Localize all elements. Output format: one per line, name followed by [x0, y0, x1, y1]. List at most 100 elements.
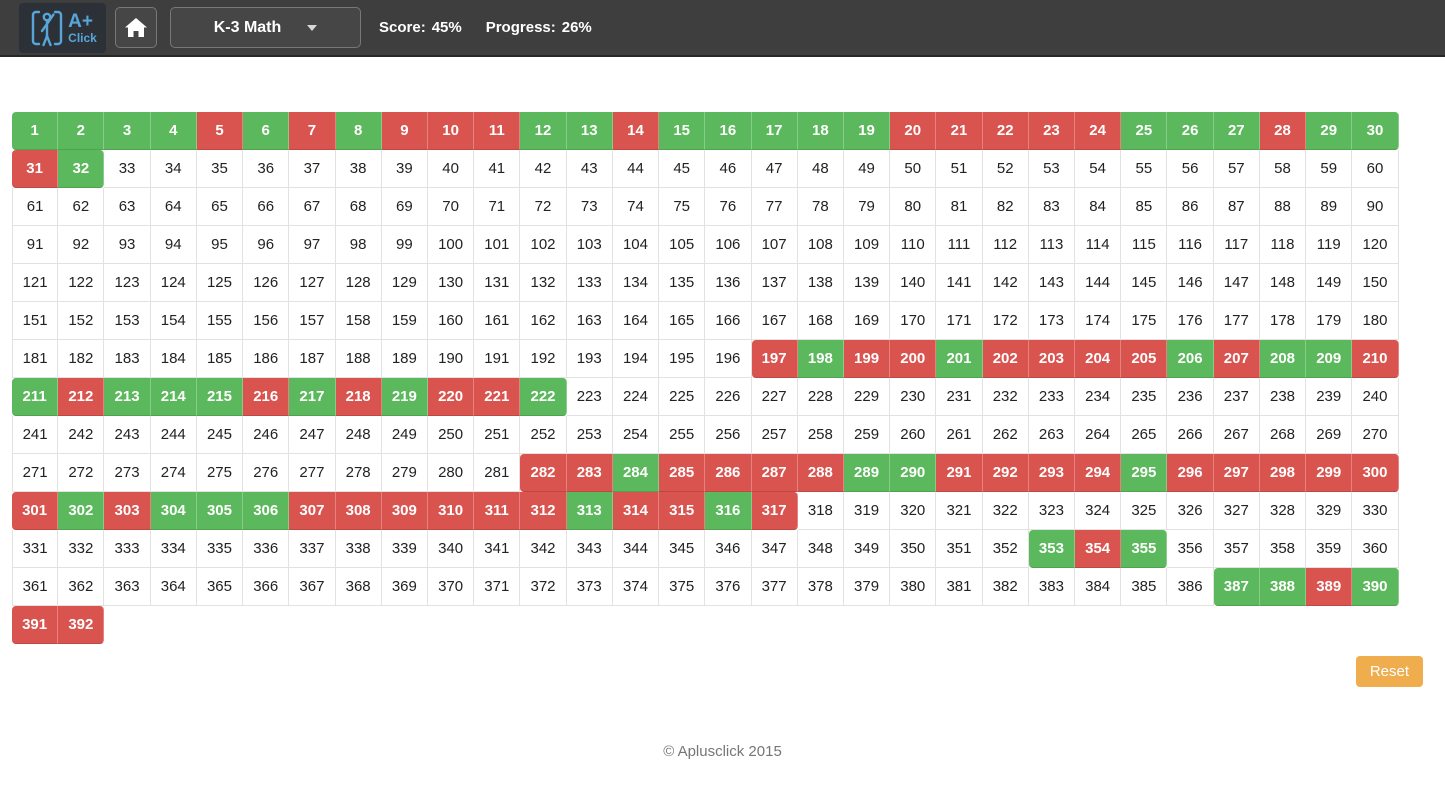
grid-cell[interactable]: 272 [58, 454, 105, 492]
grid-cell[interactable]: 376 [705, 568, 752, 606]
grid-cell[interactable]: 305 [196, 492, 244, 530]
grid-cell[interactable]: 387 [1213, 568, 1260, 606]
grid-cell[interactable]: 260 [890, 416, 937, 454]
grid-cell[interactable]: 321 [936, 492, 983, 530]
grid-cell[interactable]: 323 [1028, 492, 1076, 530]
grid-cell[interactable]: 29 [1306, 112, 1353, 150]
grid-cell[interactable]: 66 [243, 188, 290, 226]
grid-cell[interactable]: 317 [751, 492, 798, 530]
grid-cell[interactable]: 228 [797, 378, 844, 416]
grid-cell[interactable]: 315 [659, 492, 706, 530]
grid-cell[interactable]: 276 [243, 454, 290, 492]
grid-cell[interactable]: 270 [1352, 416, 1399, 454]
grid-cell[interactable]: 378 [797, 568, 844, 606]
grid-cell[interactable]: 188 [335, 340, 382, 378]
grid-cell[interactable]: 232 [982, 378, 1029, 416]
grid-cell[interactable]: 33 [104, 150, 151, 188]
grid-cell[interactable]: 31 [12, 150, 59, 188]
grid-cell[interactable]: 307 [289, 492, 336, 530]
grid-cell[interactable]: 56 [1167, 150, 1214, 188]
grid-cell[interactable]: 134 [612, 264, 660, 302]
grid-cell[interactable]: 248 [335, 416, 382, 454]
grid-cell[interactable]: 255 [659, 416, 706, 454]
grid-cell[interactable]: 388 [1259, 568, 1307, 606]
grid-cell[interactable]: 58 [1259, 150, 1307, 188]
grid-cell[interactable]: 338 [335, 530, 382, 568]
grid-cell[interactable]: 205 [1121, 340, 1168, 378]
grid-cell[interactable]: 386 [1167, 568, 1214, 606]
grid-cell[interactable]: 13 [566, 112, 613, 150]
grid-cell[interactable]: 369 [381, 568, 428, 606]
grid-cell[interactable]: 218 [335, 378, 382, 416]
grid-cell[interactable]: 390 [1352, 568, 1399, 606]
reset-button[interactable]: Reset [1355, 656, 1423, 687]
grid-cell[interactable]: 15 [659, 112, 706, 150]
grid-cell[interactable]: 364 [150, 568, 197, 606]
grid-cell[interactable]: 164 [612, 302, 660, 340]
grid-cell[interactable]: 169 [843, 302, 891, 340]
grid-cell[interactable]: 122 [58, 264, 105, 302]
grid-cell[interactable]: 87 [1213, 188, 1260, 226]
grid-cell[interactable]: 286 [705, 454, 752, 492]
grid-cell[interactable]: 334 [150, 530, 197, 568]
grid-cell[interactable]: 153 [104, 302, 151, 340]
grid-cell[interactable]: 184 [150, 340, 197, 378]
grid-cell[interactable]: 124 [150, 264, 197, 302]
grid-cell[interactable]: 86 [1167, 188, 1214, 226]
grid-cell[interactable]: 246 [243, 416, 290, 454]
grid-cell[interactable]: 90 [1352, 188, 1399, 226]
grid-cell[interactable]: 60 [1352, 150, 1399, 188]
grid-cell[interactable]: 385 [1121, 568, 1168, 606]
grid-cell[interactable]: 249 [381, 416, 428, 454]
grid-cell[interactable]: 192 [520, 340, 567, 378]
grid-cell[interactable]: 258 [797, 416, 844, 454]
grid-cell[interactable]: 208 [1259, 340, 1307, 378]
grid-cell[interactable]: 350 [890, 530, 937, 568]
grid-cell[interactable]: 331 [12, 530, 59, 568]
grid-cell[interactable]: 117 [1213, 226, 1260, 264]
grid-cell[interactable]: 51 [936, 150, 983, 188]
grid-cell[interactable]: 277 [289, 454, 336, 492]
grid-cell[interactable]: 61 [12, 188, 59, 226]
grid-cell[interactable]: 55 [1121, 150, 1168, 188]
grid-cell[interactable]: 229 [843, 378, 891, 416]
grid-cell[interactable]: 269 [1306, 416, 1353, 454]
grid-cell[interactable]: 167 [751, 302, 798, 340]
grid-cell[interactable]: 175 [1121, 302, 1168, 340]
grid-cell[interactable]: 81 [936, 188, 983, 226]
grid-cell[interactable]: 212 [58, 378, 105, 416]
grid-cell[interactable]: 274 [150, 454, 197, 492]
grid-cell[interactable]: 131 [474, 264, 521, 302]
grid-cell[interactable]: 347 [751, 530, 798, 568]
grid-cell[interactable]: 136 [705, 264, 752, 302]
grid-cell[interactable]: 326 [1167, 492, 1214, 530]
grid-cell[interactable]: 94 [150, 226, 197, 264]
grid-cell[interactable]: 165 [659, 302, 706, 340]
grid-cell[interactable]: 303 [104, 492, 151, 530]
grid-cell[interactable]: 177 [1213, 302, 1260, 340]
grid-cell[interactable]: 355 [1121, 530, 1168, 568]
grid-cell[interactable]: 18 [797, 112, 844, 150]
grid-cell[interactable]: 206 [1167, 340, 1214, 378]
grid-cell[interactable]: 384 [1075, 568, 1122, 606]
grid-cell[interactable]: 186 [243, 340, 290, 378]
grid-cell[interactable]: 35 [196, 150, 244, 188]
grid-cell[interactable]: 372 [520, 568, 567, 606]
grid-cell[interactable]: 67 [289, 188, 336, 226]
grid-cell[interactable]: 176 [1167, 302, 1214, 340]
grid-cell[interactable]: 215 [196, 378, 244, 416]
grid-cell[interactable]: 283 [566, 454, 613, 492]
grid-cell[interactable]: 294 [1075, 454, 1122, 492]
grid-cell[interactable]: 304 [150, 492, 197, 530]
grid-cell[interactable]: 313 [566, 492, 613, 530]
grid-cell[interactable]: 6 [243, 112, 290, 150]
grid-cell[interactable]: 291 [936, 454, 983, 492]
grid-cell[interactable]: 377 [751, 568, 798, 606]
grid-cell[interactable]: 357 [1213, 530, 1260, 568]
grid-cell[interactable]: 254 [612, 416, 660, 454]
grid-cell[interactable]: 322 [982, 492, 1029, 530]
grid-cell[interactable]: 85 [1121, 188, 1168, 226]
grid-cell[interactable]: 264 [1075, 416, 1122, 454]
grid-cell[interactable]: 183 [104, 340, 151, 378]
grid-cell[interactable]: 289 [843, 454, 891, 492]
